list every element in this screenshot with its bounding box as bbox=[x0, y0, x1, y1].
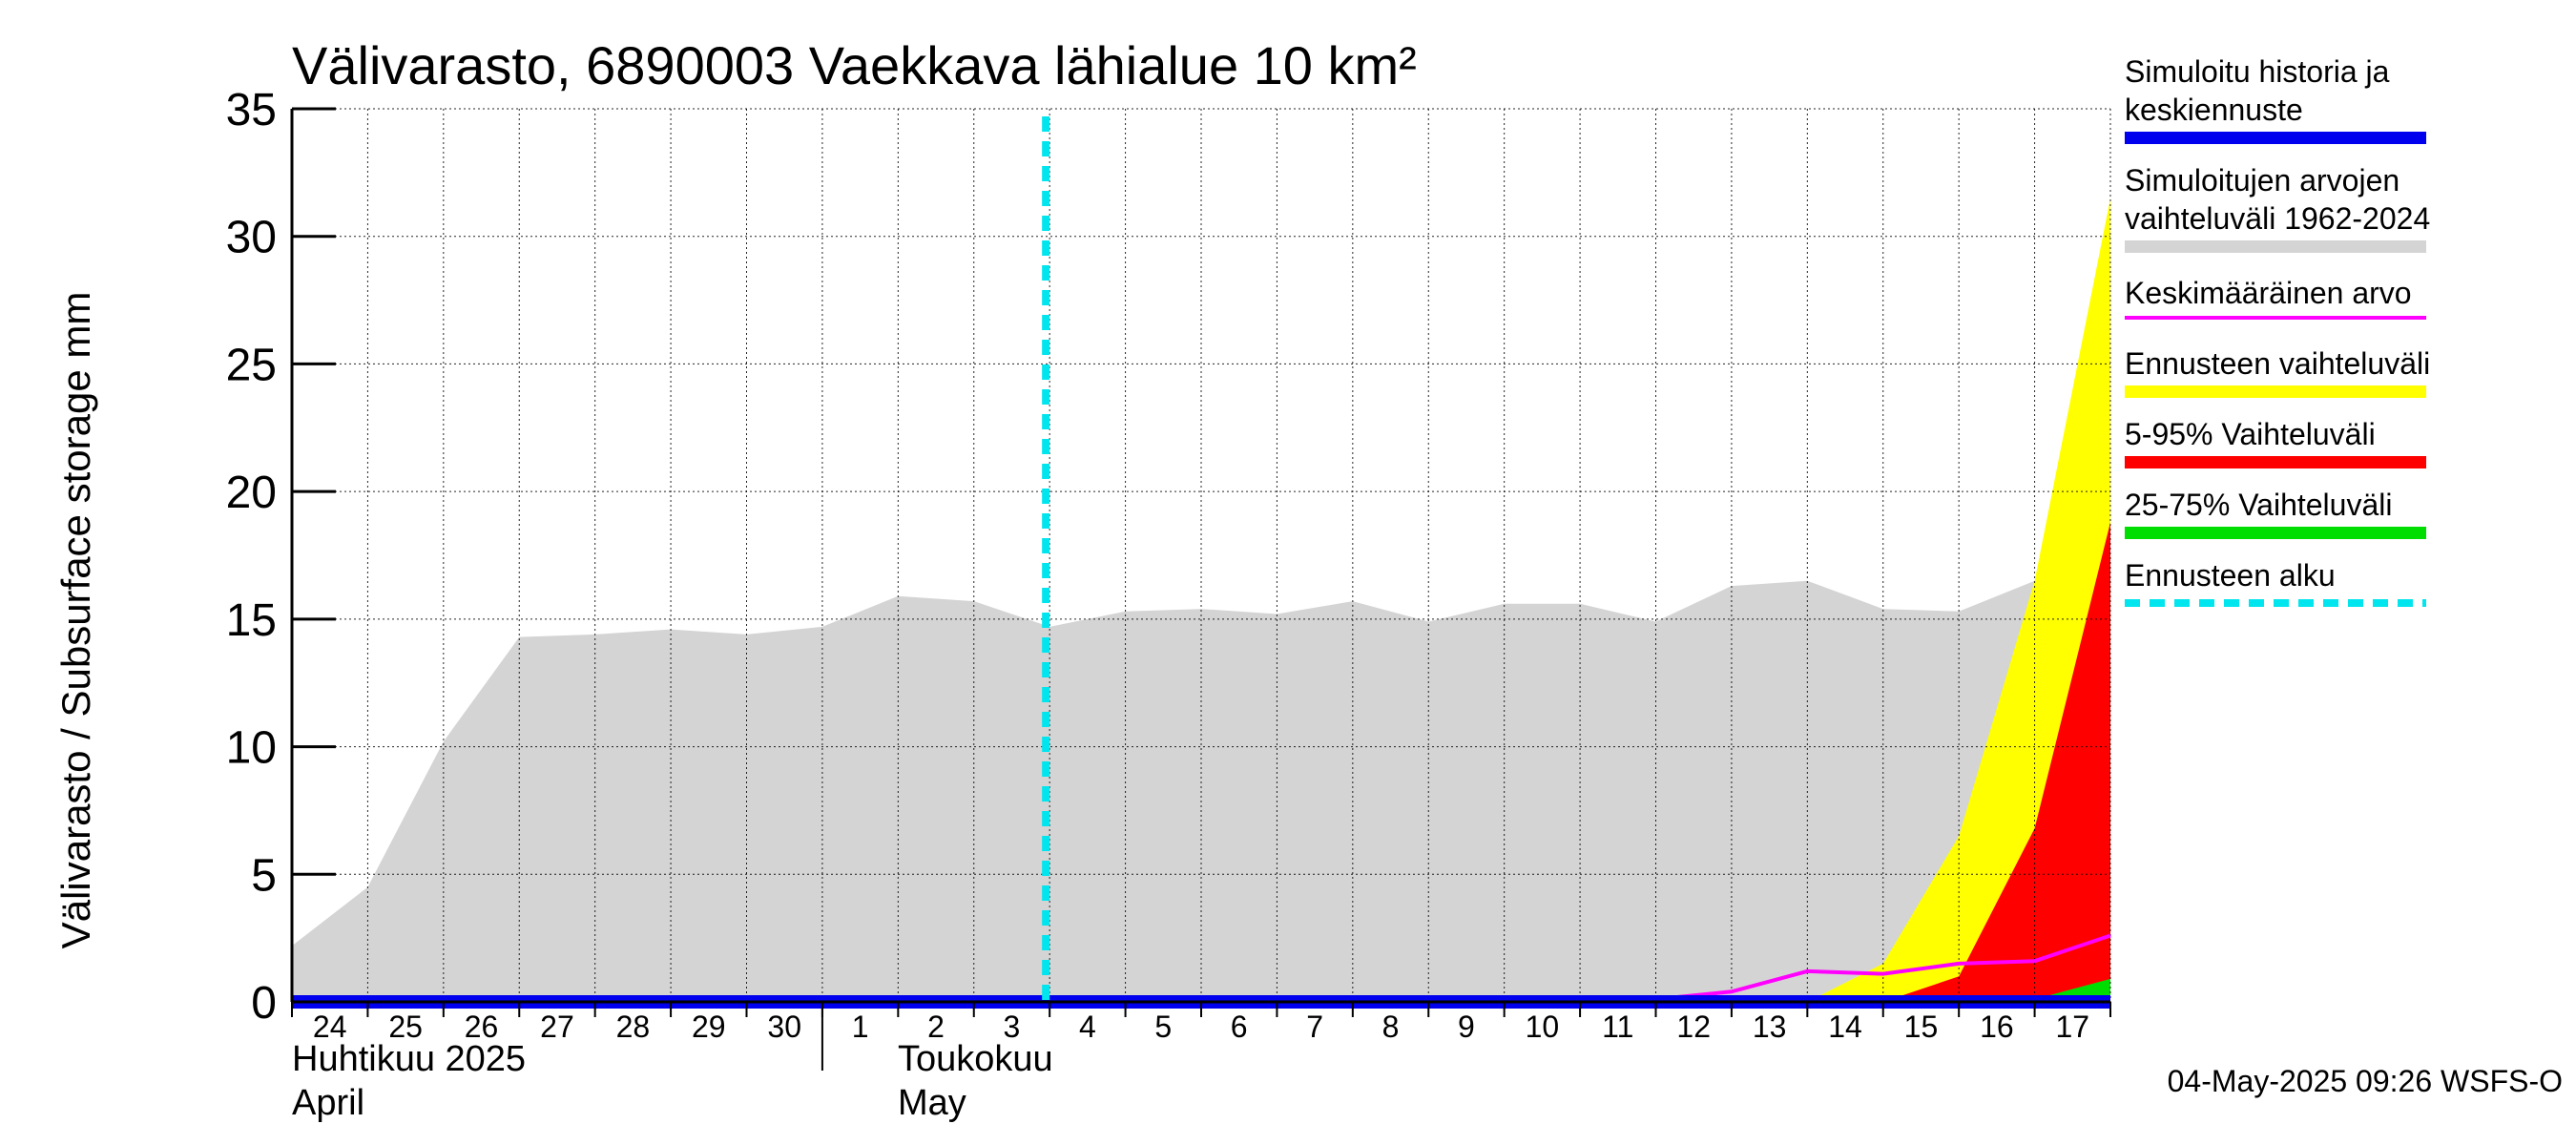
x-tick-label: 2 bbox=[927, 1010, 945, 1044]
y-tick-label: 15 bbox=[226, 595, 277, 646]
legend-label-range-line2: vaihteluväli 1962-2024 bbox=[2125, 201, 2430, 236]
x-tick-label: 10 bbox=[1526, 1010, 1560, 1044]
chart-title: Välivarasto, 6890003 Vaekkava lähialue 1… bbox=[292, 35, 1417, 95]
x-tick-label: 29 bbox=[692, 1010, 726, 1044]
legend-label-forecast-range: Ennusteen vaihteluväli bbox=[2125, 346, 2430, 381]
timestamp: 04-May-2025 09:26 WSFS-O bbox=[2168, 1064, 2563, 1098]
grid bbox=[292, 108, 2111, 1002]
x-tick-label: 5 bbox=[1154, 1010, 1172, 1044]
x-tick-label: 11 bbox=[1602, 1010, 1633, 1044]
x-tick-label: 9 bbox=[1458, 1010, 1475, 1044]
legend-label-history-line2: keskiennuste bbox=[2125, 93, 2303, 127]
x-tick-label: 8 bbox=[1382, 1010, 1400, 1044]
month-label-may-en: May bbox=[898, 1083, 966, 1123]
x-tick-label: 4 bbox=[1079, 1010, 1096, 1044]
month-label-april-fi: Huhtikuu 2025 bbox=[292, 1039, 526, 1079]
month-label-may-fi: Toukokuu bbox=[898, 1039, 1053, 1079]
month-label-april-en: April bbox=[292, 1083, 364, 1123]
x-tick-label: 3 bbox=[1004, 1010, 1021, 1044]
legend-label-25-75: 25-75% Vaihteluväli bbox=[2125, 488, 2392, 522]
x-tick-label: 14 bbox=[1828, 1010, 1862, 1044]
y-tick-label: 20 bbox=[226, 468, 277, 518]
legend-label-5-95: 5-95% Vaihteluväli bbox=[2125, 417, 2376, 451]
x-tick-label: 15 bbox=[1904, 1010, 1939, 1044]
x-tick-label: 7 bbox=[1306, 1010, 1323, 1044]
legend-swatch-5-95 bbox=[2125, 456, 2426, 468]
legend-swatch-range bbox=[2125, 240, 2426, 253]
y-tick-label: 10 bbox=[226, 723, 277, 774]
x-tick-label: 16 bbox=[1980, 1010, 2014, 1044]
legend-label-range-line1: Simuloitujen arvojen bbox=[2125, 163, 2399, 198]
x-tick-label: 28 bbox=[616, 1010, 651, 1044]
y-tick-label: 35 bbox=[226, 85, 277, 135]
x-tick-label: 27 bbox=[540, 1010, 574, 1044]
x-tick-label: 26 bbox=[465, 1010, 499, 1044]
legend: Simuloitu historia ja keskiennuste Simul… bbox=[2125, 54, 2430, 607]
x-tick-label: 12 bbox=[1676, 1010, 1711, 1044]
y-axis-label: Välivarasto / Subsurface storage mm bbox=[53, 292, 98, 949]
legend-swatch-25-75 bbox=[2125, 527, 2426, 539]
legend-label-forecast-start: Ennusteen alku bbox=[2125, 558, 2336, 593]
legend-swatch-mean bbox=[2125, 316, 2426, 320]
legend-label-mean: Keskimääräinen arvo bbox=[2125, 276, 2412, 310]
y-tick-label: 25 bbox=[226, 340, 277, 390]
y-tick-label: 30 bbox=[226, 213, 277, 263]
legend-swatch-forecast-range bbox=[2125, 385, 2426, 398]
x-tick-label: 13 bbox=[1753, 1010, 1787, 1044]
y-tick-label: 0 bbox=[251, 978, 277, 1029]
x-tick-label: 6 bbox=[1231, 1010, 1248, 1044]
legend-swatch-history bbox=[2125, 132, 2426, 144]
x-tick-label: 25 bbox=[388, 1010, 423, 1044]
legend-label-history-line1: Simuloitu historia ja bbox=[2125, 54, 2390, 89]
x-tick-label: 30 bbox=[767, 1010, 801, 1044]
band-area-2 bbox=[1049, 522, 2110, 1002]
x-tick-label: 24 bbox=[313, 1010, 347, 1044]
x-tick-label: 1 bbox=[852, 1010, 869, 1044]
plot-areas bbox=[292, 198, 2110, 1003]
x-tick-label: 17 bbox=[2055, 1010, 2089, 1044]
y-tick-label: 5 bbox=[251, 850, 277, 901]
month-labels: Huhtikuu 2025 April Toukokuu May bbox=[292, 1039, 1053, 1123]
